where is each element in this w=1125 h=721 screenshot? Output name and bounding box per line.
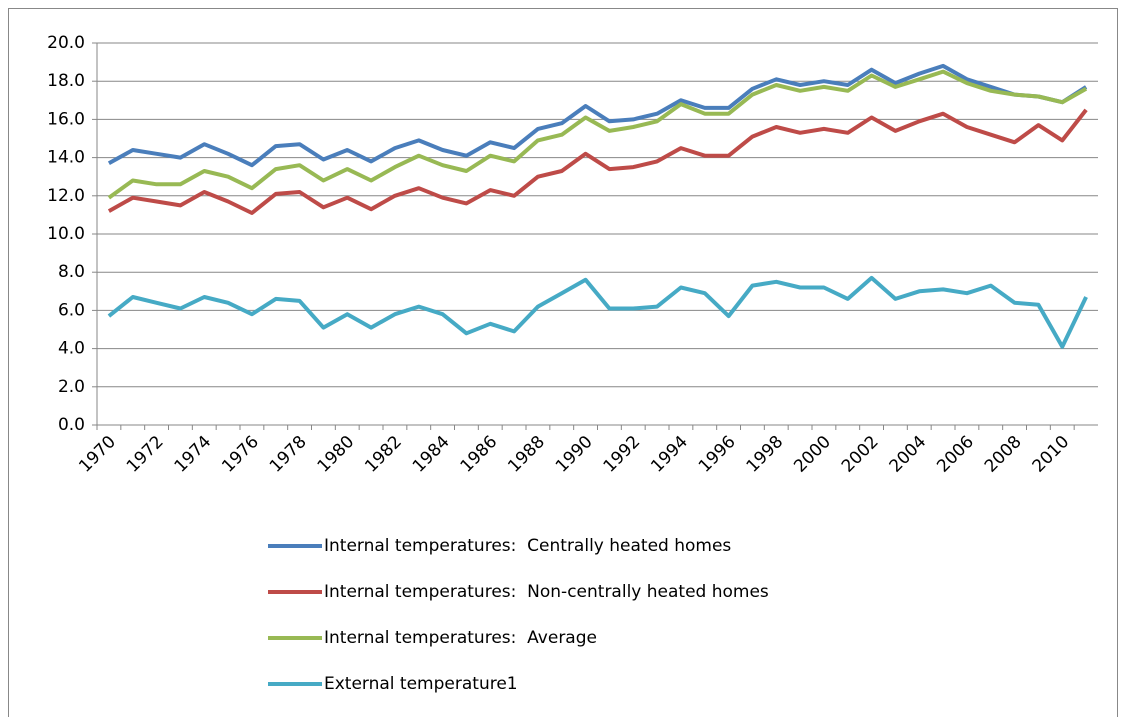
series-line [107,63,1088,168]
y-tick-label: 18.0 [47,71,85,91]
y-tick-label: 16.0 [47,109,85,129]
series-line [107,108,1088,215]
legend-label: Internal temperatures: Non-centrally hea… [324,582,769,602]
legend-label: Internal temperatures: Centrally heated … [324,536,731,556]
y-tick-label: 8.0 [58,262,85,282]
legend-label: Internal temperatures: Average [324,628,597,648]
y-tick-label: 2.0 [58,377,85,397]
y-tick-label: 0.0 [58,415,85,435]
y-tick-label: 10.0 [47,224,85,244]
chart-frame [8,8,1118,721]
series-line [107,275,1088,349]
series-line [107,69,1088,200]
y-tick-label: 20.0 [47,33,85,53]
legend-label: External temperature1 [324,674,518,694]
y-tick-label: 14.0 [47,148,85,168]
y-tick-label: 12.0 [47,186,85,206]
y-tick-label: 4.0 [58,339,85,359]
y-tick-label: 6.0 [58,300,85,320]
